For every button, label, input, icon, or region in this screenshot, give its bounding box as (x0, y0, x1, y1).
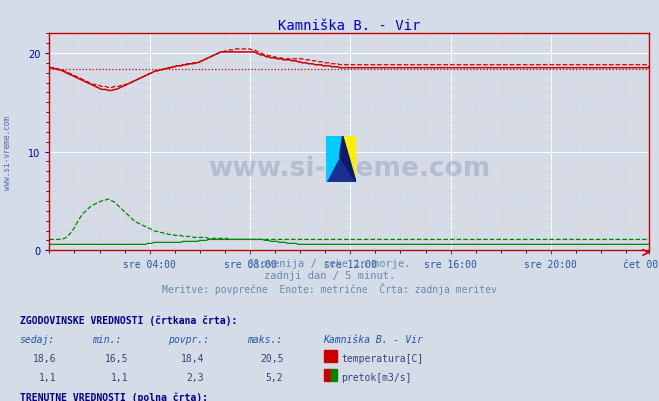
Polygon shape (339, 136, 356, 182)
Text: 1,1: 1,1 (38, 373, 56, 383)
Text: Slovenija / reke in morje.: Slovenija / reke in morje. (248, 259, 411, 269)
Polygon shape (326, 136, 356, 182)
Text: povpr.:: povpr.: (168, 334, 209, 344)
Text: www.si-vreme.com: www.si-vreme.com (3, 115, 13, 189)
Text: 18,4: 18,4 (181, 353, 204, 363)
Text: pretok[m3/s]: pretok[m3/s] (341, 373, 412, 383)
Text: 2,3: 2,3 (186, 373, 204, 383)
Text: temperatura[C]: temperatura[C] (341, 353, 424, 363)
Text: 18,6: 18,6 (32, 353, 56, 363)
Text: sedaj:: sedaj: (20, 334, 55, 344)
Text: 16,5: 16,5 (105, 353, 129, 363)
Text: ZGODOVINSKE VREDNOSTI (črtkana črta):: ZGODOVINSKE VREDNOSTI (črtkana črta): (20, 315, 237, 325)
Text: www.si-vreme.com: www.si-vreme.com (208, 155, 490, 181)
Polygon shape (326, 136, 343, 182)
Text: 1,1: 1,1 (111, 373, 129, 383)
Text: maks.:: maks.: (247, 334, 282, 344)
Text: 20,5: 20,5 (260, 353, 283, 363)
Polygon shape (326, 136, 343, 182)
Text: Meritve: povprečne  Enote: metrične  Črta: zadnja meritev: Meritve: povprečne Enote: metrične Črta:… (162, 283, 497, 295)
Text: 5,2: 5,2 (266, 373, 283, 383)
Text: TRENUTNE VREDNOSTI (polna črta):: TRENUTNE VREDNOSTI (polna črta): (20, 392, 208, 401)
Text: min.:: min.: (92, 334, 122, 344)
Text: Kamniška B. - Vir: Kamniška B. - Vir (323, 334, 423, 344)
Title: Kamniška B. - Vir: Kamniška B. - Vir (278, 19, 420, 33)
Text: zadnji dan / 5 minut.: zadnji dan / 5 minut. (264, 271, 395, 281)
